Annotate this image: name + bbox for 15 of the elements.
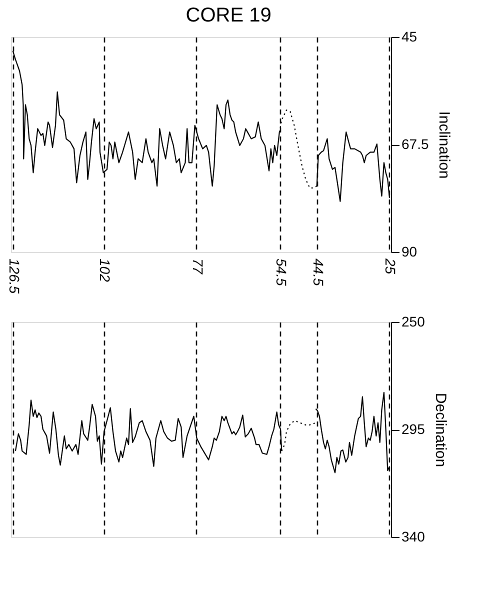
y-tick-label: 45 [402, 28, 418, 44]
chart-title: CORE 19 [186, 4, 272, 26]
y-tick-label: 67.5 [402, 136, 429, 152]
x-tick-label: 25 [382, 258, 399, 274]
y-tick-label: 340 [402, 528, 426, 544]
x-tick-label: 54.5 [273, 258, 290, 286]
x-tick-label: 77 [190, 258, 206, 276]
x-tick-label: 126.5 [6, 258, 22, 294]
y-tick-label: 90 [402, 244, 418, 260]
y-tick-label: 295 [402, 421, 426, 437]
x-tick-label: 44.5 [310, 258, 326, 286]
y-tick-label: 250 [402, 314, 426, 330]
x-tick-label: 102 [97, 258, 114, 282]
y-axis-title: Declination [432, 392, 449, 468]
y-axis-title: Inclination [436, 111, 453, 179]
